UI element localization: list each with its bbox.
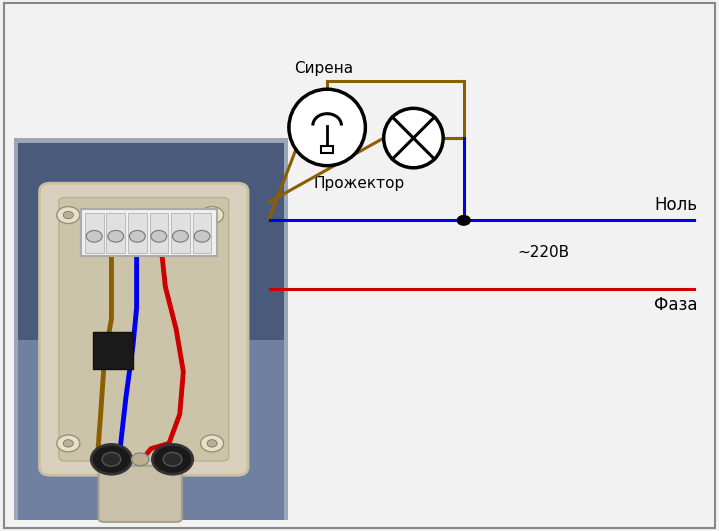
Ellipse shape bbox=[384, 108, 443, 168]
Ellipse shape bbox=[289, 89, 365, 166]
Circle shape bbox=[132, 453, 149, 466]
Circle shape bbox=[151, 230, 167, 242]
Bar bbox=[18, 340, 284, 520]
Bar bbox=[106, 213, 125, 253]
Bar bbox=[150, 213, 168, 253]
Circle shape bbox=[108, 230, 124, 242]
Bar bbox=[193, 213, 211, 253]
Text: Прожектор: Прожектор bbox=[314, 176, 405, 191]
Circle shape bbox=[201, 435, 224, 452]
FancyBboxPatch shape bbox=[59, 198, 229, 461]
Text: ~220В: ~220В bbox=[518, 245, 569, 260]
FancyBboxPatch shape bbox=[81, 209, 217, 256]
Bar bbox=[14, 138, 288, 520]
Circle shape bbox=[129, 230, 145, 242]
Circle shape bbox=[163, 452, 182, 466]
Circle shape bbox=[57, 435, 80, 452]
Bar bbox=[321, 146, 334, 153]
Circle shape bbox=[63, 211, 73, 219]
Text: Фаза: Фаза bbox=[654, 296, 697, 314]
Text: Ноль: Ноль bbox=[654, 196, 697, 214]
Bar bbox=[171, 213, 190, 253]
Circle shape bbox=[86, 230, 102, 242]
Circle shape bbox=[91, 444, 132, 474]
Text: Сирена: Сирена bbox=[294, 61, 353, 76]
Circle shape bbox=[207, 440, 217, 447]
FancyBboxPatch shape bbox=[99, 466, 182, 522]
Circle shape bbox=[201, 207, 224, 224]
Circle shape bbox=[194, 230, 210, 242]
Circle shape bbox=[63, 440, 73, 447]
Circle shape bbox=[57, 207, 80, 224]
Circle shape bbox=[207, 211, 217, 219]
Circle shape bbox=[173, 230, 188, 242]
FancyBboxPatch shape bbox=[40, 183, 248, 475]
Circle shape bbox=[152, 444, 193, 474]
Bar bbox=[18, 143, 284, 345]
Bar bbox=[128, 213, 147, 253]
Circle shape bbox=[457, 216, 470, 225]
Bar bbox=[85, 213, 104, 253]
Circle shape bbox=[102, 452, 121, 466]
Bar bbox=[93, 332, 133, 369]
